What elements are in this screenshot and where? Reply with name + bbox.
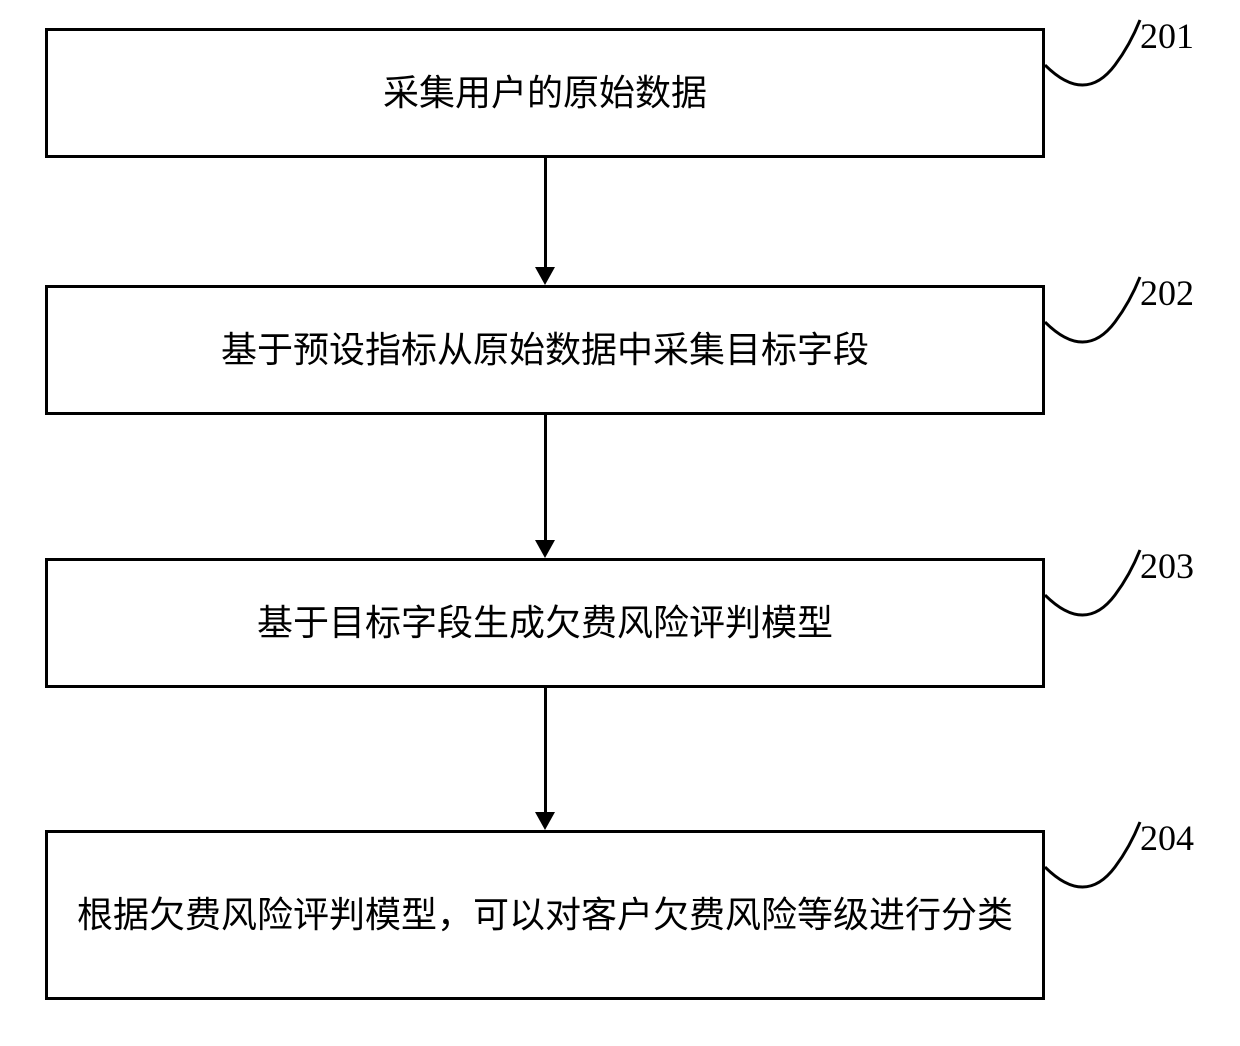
label-connector: [1045, 272, 1145, 362]
node-label-201: 201: [1140, 15, 1194, 57]
node-label-204: 204: [1140, 817, 1194, 859]
arrow-line: [544, 688, 547, 812]
arrow-line: [544, 415, 547, 540]
node-text: 基于目标字段生成欠费风险评判模型: [257, 596, 833, 650]
flowchart-node-201: 采集用户的原始数据: [45, 28, 1045, 158]
node-label-202: 202: [1140, 272, 1194, 314]
arrow-head: [535, 540, 555, 558]
flowchart-container: 采集用户的原始数据 201 基于预设指标从原始数据中采集目标字段 202 基于目…: [0, 0, 1240, 1046]
flowchart-node-203: 基于目标字段生成欠费风险评判模型: [45, 558, 1045, 688]
arrow-line: [544, 158, 547, 267]
flowchart-node-204: 根据欠费风险评判模型，可以对客户欠费风险等级进行分类: [45, 830, 1045, 1000]
node-text: 基于预设指标从原始数据中采集目标字段: [221, 323, 869, 377]
label-connector: [1045, 817, 1145, 907]
node-text: 根据欠费风险评判模型，可以对客户欠费风险等级进行分类: [77, 888, 1013, 942]
label-connector: [1045, 15, 1145, 105]
node-label-203: 203: [1140, 545, 1194, 587]
arrow-head: [535, 812, 555, 830]
node-text: 采集用户的原始数据: [383, 66, 707, 120]
arrow-head: [535, 267, 555, 285]
label-connector: [1045, 545, 1145, 635]
flowchart-node-202: 基于预设指标从原始数据中采集目标字段: [45, 285, 1045, 415]
